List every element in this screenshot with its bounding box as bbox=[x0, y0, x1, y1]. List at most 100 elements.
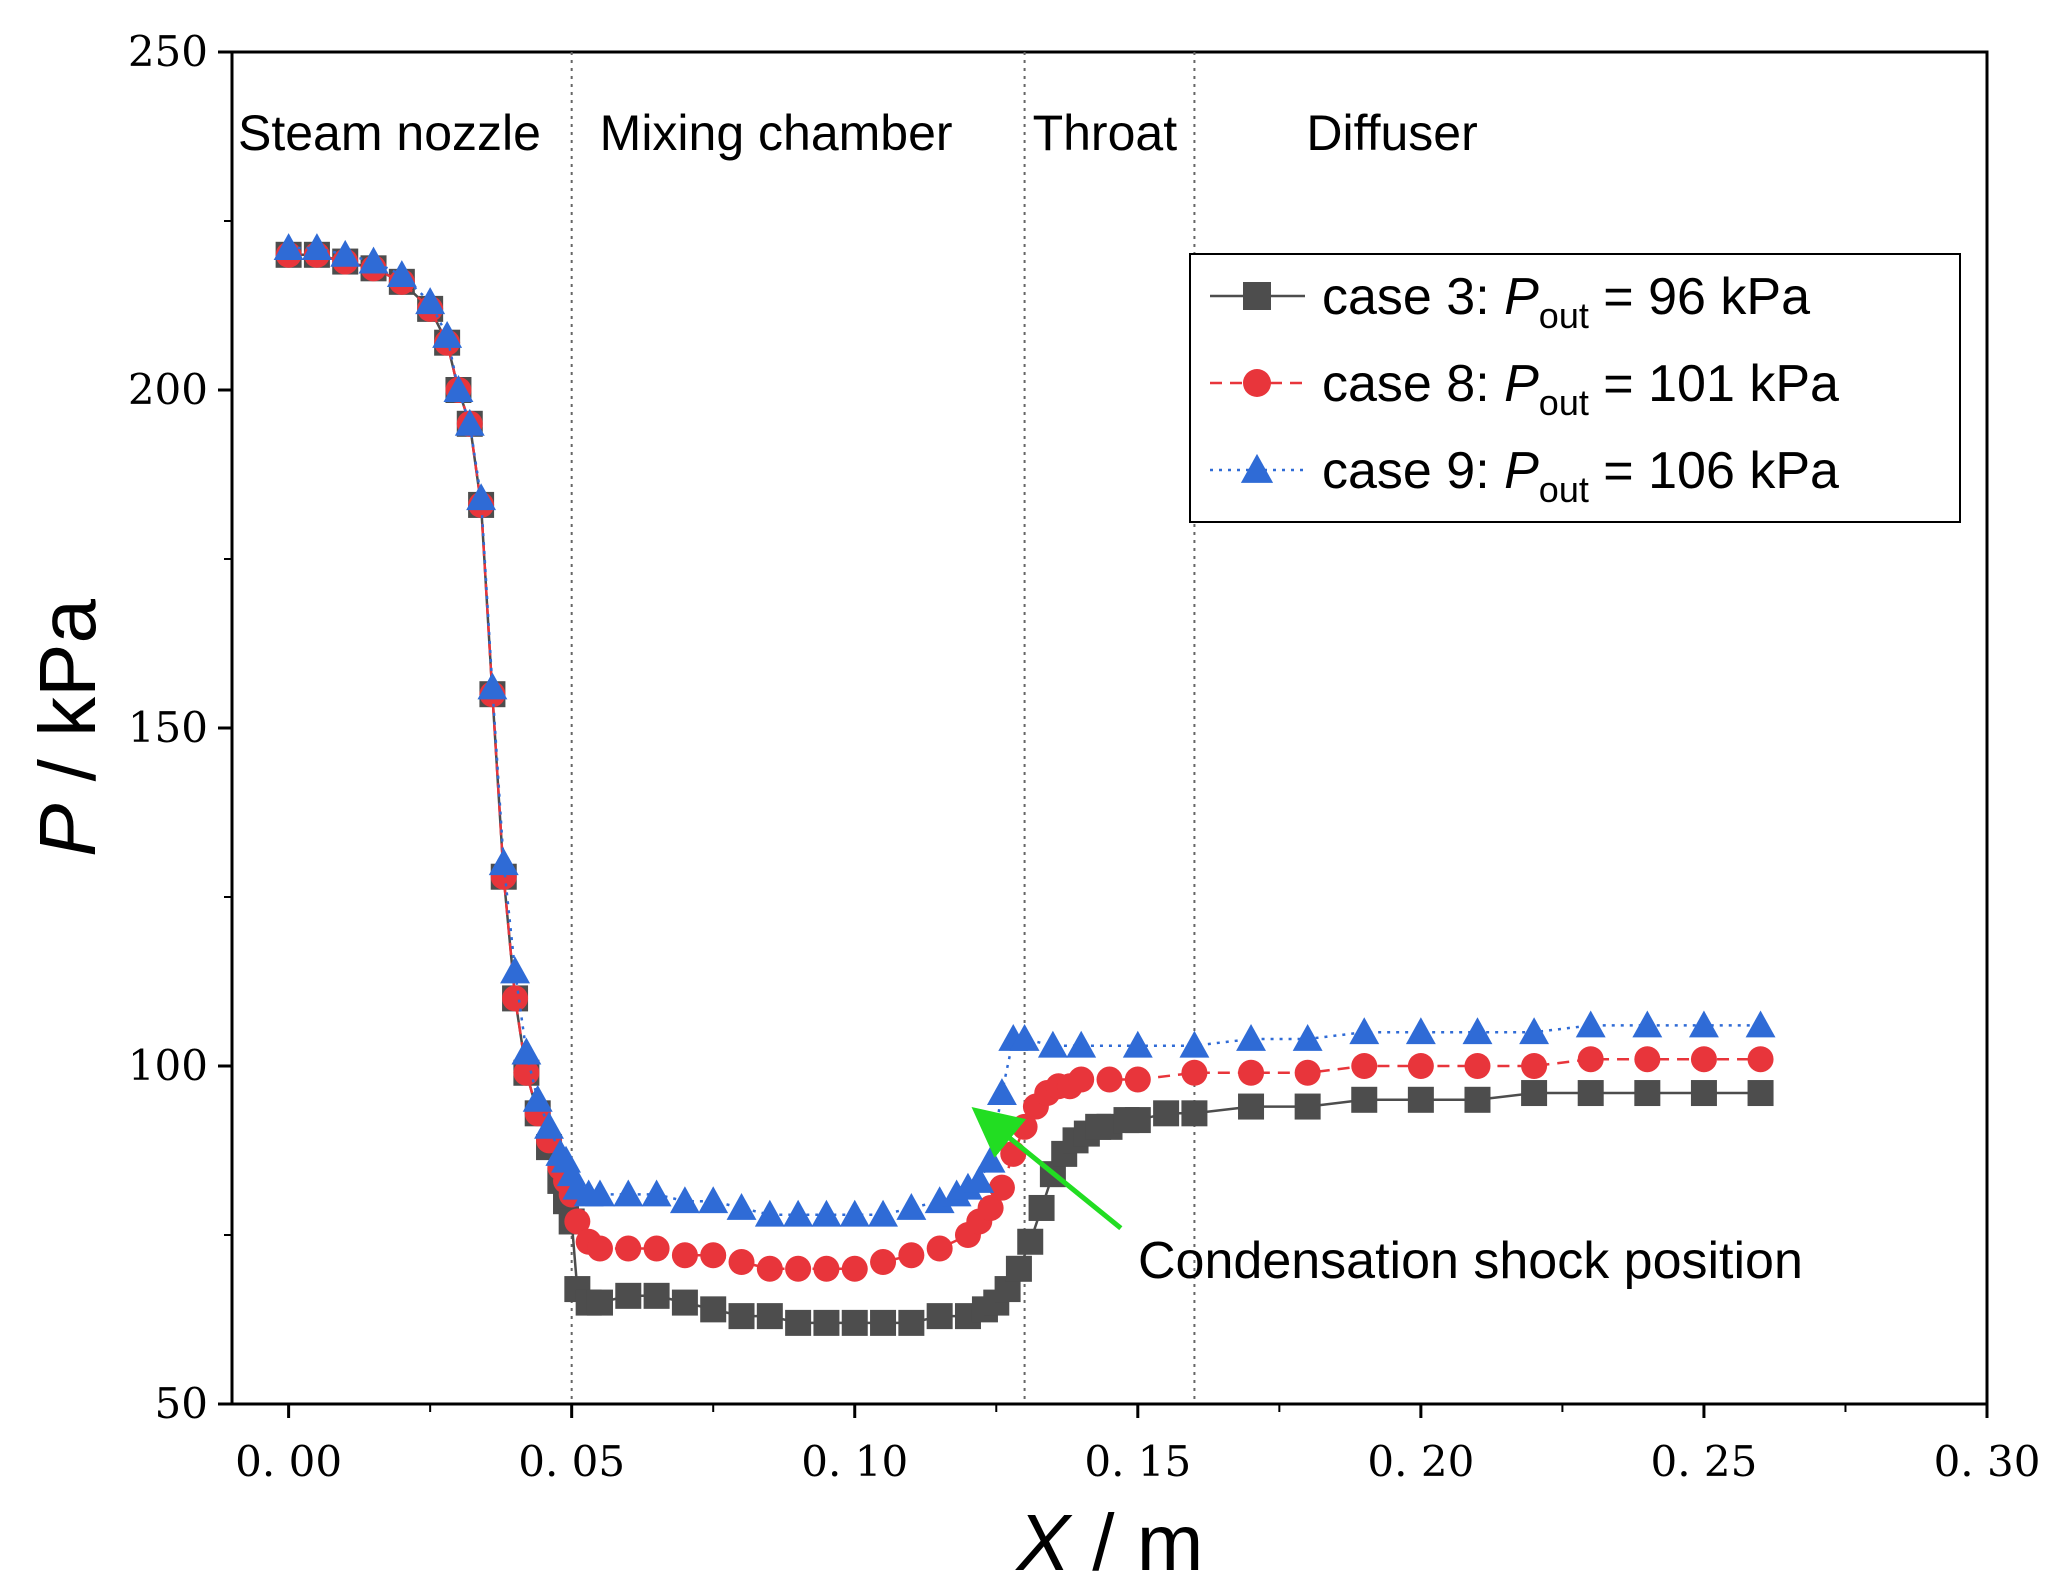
x-tick-label-1: 0. 05 bbox=[518, 1437, 625, 1486]
data-point-case-8-49 bbox=[1294, 1059, 1321, 1086]
data-point-case-3-56 bbox=[1521, 1080, 1548, 1107]
data-point-case-3-39 bbox=[1017, 1228, 1044, 1255]
y-tick-label-4: 250 bbox=[128, 27, 208, 76]
data-point-case-9-28 bbox=[783, 1199, 814, 1227]
series-line-case-8 bbox=[288, 253, 1761, 1271]
legend-box bbox=[1189, 253, 1961, 523]
legend: case 3: Pout = 96 kPa case 8: Pout = 101 … bbox=[1189, 253, 1961, 523]
data-point-case-3-60 bbox=[1747, 1080, 1774, 1107]
data-point-case-9-48 bbox=[1405, 1017, 1436, 1045]
data-point-case-8-26 bbox=[728, 1249, 755, 1276]
data-point-case-8-38 bbox=[1000, 1140, 1027, 1167]
data-point-case-9-53 bbox=[1688, 1010, 1719, 1038]
data-point-case-3-21 bbox=[586, 1289, 613, 1316]
data-point-case-8-27 bbox=[756, 1255, 783, 1282]
data-point-case-9-35 bbox=[953, 1172, 983, 1200]
legend-label-2: case 9: Pout = 106 kPa bbox=[1322, 442, 1839, 510]
data-point-case-9-11 bbox=[488, 848, 519, 876]
data-point-case-3-51 bbox=[1238, 1093, 1265, 1120]
data-point-case-9-50 bbox=[1519, 1017, 1550, 1045]
data-point-case-9-52 bbox=[1632, 1010, 1663, 1038]
data-point-case-9-2 bbox=[330, 239, 361, 267]
data-point-case-3-38 bbox=[1005, 1255, 1032, 1282]
data-point-case-8-21 bbox=[586, 1235, 613, 1262]
data-point-case-8-28 bbox=[785, 1255, 812, 1282]
data-point-case-9-37 bbox=[975, 1145, 1006, 1173]
data-point-case-9-31 bbox=[868, 1199, 898, 1227]
data-point-case-8-23 bbox=[643, 1235, 670, 1262]
data-point-case-9-29 bbox=[811, 1199, 842, 1227]
condensation-shock-label: Condensation shock position bbox=[1138, 1232, 1803, 1290]
data-point-case-3-53 bbox=[1351, 1086, 1378, 1113]
data-point-case-9-42 bbox=[1066, 1030, 1097, 1058]
data-point-case-8-32 bbox=[898, 1242, 925, 1269]
data-point-case-9-32 bbox=[896, 1193, 927, 1220]
data-point-case-9-21 bbox=[585, 1179, 615, 1207]
data-point-case-3-55 bbox=[1464, 1086, 1491, 1113]
data-point-case-9-7 bbox=[443, 375, 474, 402]
y-axis-ticks: 50 100 150 200 250 bbox=[128, 27, 232, 1428]
data-point-case-3-28 bbox=[785, 1309, 812, 1336]
y-axis-title: P / kPa bbox=[23, 599, 112, 857]
data-point-case-8-51 bbox=[1407, 1053, 1434, 1079]
data-point-case-9-8 bbox=[454, 408, 485, 436]
series-case-9 bbox=[273, 233, 1776, 1227]
y-tick-label-0: 50 bbox=[155, 1379, 208, 1428]
data-point-case-9-30 bbox=[839, 1199, 870, 1227]
data-point-case-3-24 bbox=[671, 1289, 698, 1316]
data-point-case-8-54 bbox=[1577, 1046, 1604, 1073]
data-point-case-8-36 bbox=[977, 1194, 1004, 1221]
data-point-case-9-51 bbox=[1575, 1010, 1606, 1038]
data-point-case-8-45 bbox=[1096, 1066, 1123, 1093]
x-tick-label-4: 0. 20 bbox=[1367, 1437, 1474, 1486]
data-point-case-3-29 bbox=[813, 1309, 840, 1336]
data-point-case-9-49 bbox=[1462, 1017, 1493, 1045]
data-point-case-3-54 bbox=[1407, 1086, 1434, 1113]
data-point-case-3-26 bbox=[728, 1303, 755, 1330]
data-point-case-3-58 bbox=[1634, 1080, 1661, 1107]
data-point-case-9-24 bbox=[669, 1186, 700, 1214]
data-point-case-3-49 bbox=[1153, 1100, 1180, 1127]
data-point-case-8-30 bbox=[841, 1255, 868, 1282]
data-point-case-8-44 bbox=[1068, 1066, 1095, 1093]
region-labels: Steam nozzle Mixing chamber Throat Diffuser bbox=[238, 105, 1478, 161]
data-point-case-8-47 bbox=[1181, 1059, 1208, 1086]
data-point-case-8-52 bbox=[1464, 1053, 1491, 1079]
legend-label-1: case 8: Pout = 101 kPa bbox=[1322, 355, 1839, 423]
data-point-case-8-31 bbox=[870, 1249, 897, 1276]
x-tick-label-6: 0. 30 bbox=[1934, 1437, 2041, 1486]
x-tick-label-2: 0. 10 bbox=[801, 1437, 908, 1486]
data-point-case-8-29 bbox=[813, 1255, 840, 1282]
data-point-case-3-22 bbox=[615, 1282, 642, 1309]
data-point-case-3-48 bbox=[1124, 1107, 1151, 1134]
data-point-case-3-57 bbox=[1577, 1080, 1604, 1107]
data-point-case-9-6 bbox=[432, 320, 463, 348]
legend-marker-0 bbox=[1243, 282, 1271, 310]
region-label-2: Throat bbox=[1033, 105, 1178, 161]
data-point-case-8-24 bbox=[671, 1242, 698, 1269]
region-label-3: Diffuser bbox=[1306, 105, 1477, 161]
x-axis-ticks: 0. 00 0. 05 0. 10 0. 15 0. 20 0. 25 0. 30 bbox=[235, 1404, 2040, 1486]
data-point-case-9-26 bbox=[726, 1193, 757, 1220]
data-point-case-8-50 bbox=[1351, 1053, 1378, 1079]
data-point-case-3-23 bbox=[643, 1282, 670, 1309]
data-point-case-9-43 bbox=[1122, 1030, 1153, 1058]
data-point-case-8-56 bbox=[1690, 1046, 1717, 1073]
data-point-case-9-36 bbox=[964, 1165, 995, 1193]
data-point-case-9-23 bbox=[641, 1179, 672, 1207]
data-point-case-8-53 bbox=[1521, 1053, 1548, 1079]
data-point-case-8-48 bbox=[1238, 1059, 1265, 1086]
data-point-case-9-44 bbox=[1179, 1030, 1210, 1058]
x-tick-label-0: 0. 00 bbox=[235, 1437, 342, 1486]
data-point-case-9-47 bbox=[1349, 1017, 1380, 1045]
data-point-case-8-46 bbox=[1124, 1066, 1151, 1093]
data-point-case-9-5 bbox=[415, 287, 446, 315]
legend-label-0: case 3: Pout = 96 kPa bbox=[1322, 268, 1810, 336]
data-point-case-9-41 bbox=[1037, 1030, 1068, 1058]
data-point-case-9-33 bbox=[924, 1186, 955, 1214]
data-point-case-9-34 bbox=[941, 1179, 972, 1207]
x-axis-title: X / m bbox=[1015, 1498, 1204, 1586]
data-point-case-9-13 bbox=[511, 1037, 542, 1065]
data-point-case-3-30 bbox=[841, 1309, 868, 1336]
